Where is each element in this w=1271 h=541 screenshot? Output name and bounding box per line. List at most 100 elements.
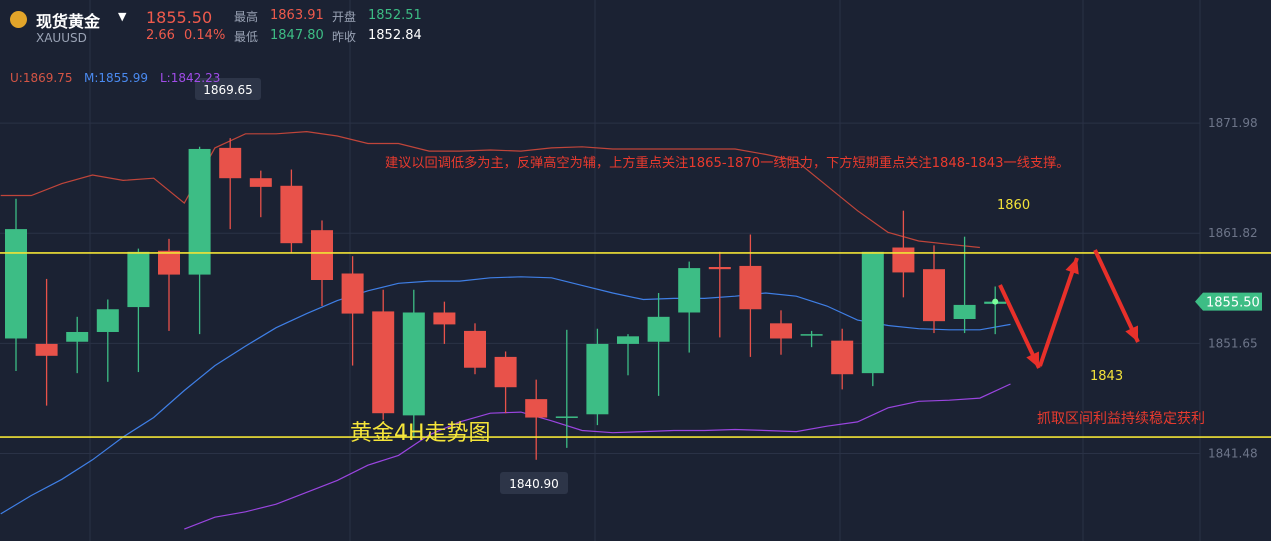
candle <box>66 316 89 374</box>
arrow-up-rebound-head <box>1065 258 1079 275</box>
candle-body <box>586 343 609 415</box>
candle-body <box>739 265 762 310</box>
candle-body <box>525 399 548 418</box>
advice-text: 建议以回调低多为主，反弹高空为辅，上方重点关注1865-1870一线阻力，下方短… <box>385 154 1069 171</box>
arrow-down-pullback <box>1093 249 1140 343</box>
candle <box>188 146 211 335</box>
arrow-up-rebound-shaft <box>1038 257 1079 367</box>
candle-body <box>678 268 701 313</box>
open-value: 1852.51 <box>368 8 422 23</box>
middle-band-legend: M:1855.99 <box>84 71 149 85</box>
candle-body <box>800 334 823 336</box>
candle-body <box>5 229 27 339</box>
candle <box>219 138 242 230</box>
y-tick-label: 1861.82 <box>1208 226 1258 240</box>
candle <box>280 169 303 253</box>
candle <box>249 170 272 218</box>
open-label: 开盘 <box>332 10 357 24</box>
arrow-down-to-support <box>998 284 1041 369</box>
candle-body <box>372 311 395 414</box>
candle <box>494 351 517 414</box>
middle-band-line <box>0 276 1011 515</box>
candle <box>464 323 486 375</box>
candle-body <box>494 356 517 388</box>
profit-note: 抓取区间利益持续稳定获利 <box>1037 410 1205 427</box>
candle-body <box>617 336 639 344</box>
candle <box>647 292 670 396</box>
candle <box>555 329 578 448</box>
candle-body <box>892 247 915 273</box>
candle-body <box>831 340 854 375</box>
min-label-box <box>500 472 568 494</box>
candle-body <box>66 331 89 342</box>
candle-body <box>249 178 272 187</box>
candle <box>35 278 58 406</box>
candle <box>892 210 915 298</box>
candle-body <box>861 251 884 374</box>
candle <box>770 310 792 355</box>
candle-body <box>280 185 303 244</box>
candle <box>923 245 945 334</box>
max-label-box <box>195 78 261 100</box>
candle-body <box>341 273 364 314</box>
current-price-dot <box>992 298 999 305</box>
candle <box>800 330 823 348</box>
y-tick-label: 1851.65 <box>1208 336 1258 350</box>
candle-body <box>311 230 333 281</box>
candle <box>617 334 639 376</box>
candle-body <box>647 316 670 342</box>
high-value: 1863.91 <box>270 8 324 23</box>
candle-body <box>127 251 150 308</box>
candle <box>953 236 976 334</box>
candle-body <box>96 309 119 332</box>
candle-body <box>464 330 486 368</box>
y-tick-label: 1841.48 <box>1208 447 1258 461</box>
y-tick-label: 1871.98 <box>1208 116 1258 130</box>
candle <box>861 251 884 387</box>
upper-band-line <box>0 130 980 249</box>
instrument-title[interactable]: 现货黄金 <box>36 12 101 31</box>
candle <box>708 251 731 338</box>
candle <box>831 328 854 390</box>
price-change: 2.66 <box>146 28 175 43</box>
chevron-down-icon[interactable]: ▼ <box>118 10 127 23</box>
candle-body <box>555 416 578 418</box>
arrow-up-rebound <box>1038 257 1079 367</box>
candle-body <box>402 312 425 416</box>
level-label-1860: 1860 <box>997 198 1030 213</box>
candle-body <box>188 148 211 275</box>
candle-body <box>923 269 945 322</box>
candle-body <box>219 147 242 179</box>
current-price-tag-bg <box>1195 292 1262 311</box>
arrow-down-to-support-head <box>1026 351 1039 368</box>
candle <box>341 256 364 366</box>
price-change-percent: 0.14% <box>184 28 226 43</box>
candle <box>372 289 395 420</box>
candle <box>158 238 180 331</box>
candle <box>678 261 701 353</box>
lower-band-line <box>184 383 1011 530</box>
candle <box>96 299 119 382</box>
candle <box>433 301 456 344</box>
min-price-label: 1840.90 <box>509 477 559 491</box>
prev-close-value: 1852.84 <box>368 28 422 43</box>
chart-title: 黄金4H走势图 <box>350 421 491 446</box>
low-label: 最低 <box>234 30 259 44</box>
candle-body <box>953 304 976 319</box>
candle-body <box>770 323 792 339</box>
candle <box>586 328 609 426</box>
level-label-1843: 1843 <box>1090 369 1123 384</box>
max-price-label: 1869.65 <box>203 83 253 97</box>
arrow-down-pullback-head <box>1125 325 1138 342</box>
lower-band-legend: L:1842.23 <box>160 71 221 85</box>
prev-close-label: 昨收 <box>332 30 357 44</box>
candle-body <box>708 267 731 270</box>
low-value: 1847.80 <box>270 28 324 43</box>
arrow-down-pullback-shaft <box>1093 249 1140 343</box>
instrument-symbol: XAUUSD <box>36 31 87 45</box>
candle <box>5 198 27 371</box>
candle-body <box>35 343 58 356</box>
candle-body <box>433 312 456 325</box>
